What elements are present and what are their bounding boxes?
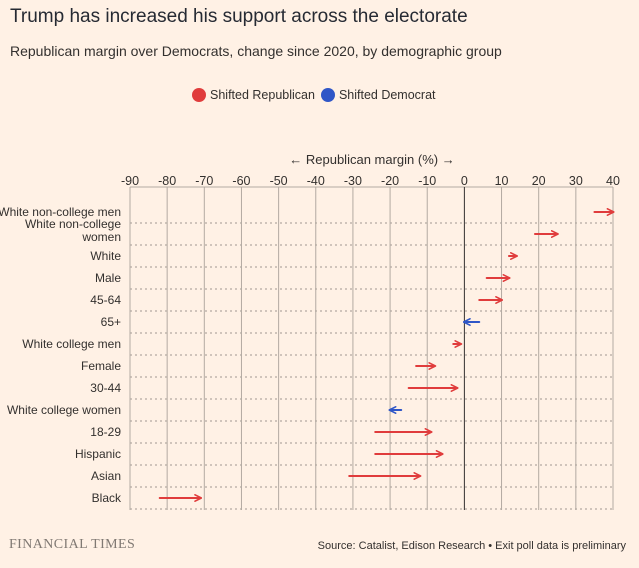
row-label: Female: [81, 359, 121, 373]
legend: Shifted Republican Shifted Democrat: [192, 88, 442, 102]
row-label: White college women: [7, 403, 121, 417]
row-label: White college men: [22, 337, 121, 351]
row-label-line: women: [81, 230, 121, 244]
chart-title: Trump has increased his support across t…: [10, 6, 468, 27]
x-tick-label: 0: [461, 174, 468, 188]
x-tick-label: -70: [195, 174, 213, 188]
source-note: Source: Catalist, Edison Research • Exit…: [317, 540, 626, 552]
row-label: Male: [95, 271, 121, 285]
legend-item-democrat: Shifted Democrat: [320, 88, 436, 102]
x-tick-label: -60: [232, 174, 250, 188]
row-label-line: White non-college: [25, 217, 121, 231]
chart-subtitle: Republican margin over Democrats, change…: [10, 43, 502, 59]
row-label: 18-29: [90, 425, 121, 439]
row-label: 30-44: [90, 381, 121, 395]
x-tick-label: -90: [121, 174, 139, 188]
x-tick-label: -80: [158, 174, 176, 188]
x-tick-label: 30: [569, 174, 583, 188]
legend-item-republican: Shifted Republican: [192, 88, 315, 102]
row-label: 45-64: [90, 293, 121, 307]
row-label: Hispanic: [75, 447, 121, 461]
x-tick-label: 40: [606, 174, 620, 188]
legend-dot-democrat-icon: [320, 88, 335, 102]
row-label: Asian: [91, 469, 121, 483]
legend-label-republican: Shifted Republican: [210, 88, 315, 102]
legend-dot-republican-icon: [192, 88, 206, 102]
row-label: Black: [92, 491, 122, 505]
row-label: White: [90, 249, 121, 263]
x-axis-title: ← Republican margin (%) →: [289, 152, 454, 167]
x-tick-label: -20: [381, 174, 399, 188]
row-label: 65+: [101, 315, 121, 329]
x-tick-label: 10: [495, 174, 509, 188]
legend-label-democrat: Shifted Democrat: [338, 88, 436, 102]
x-tick-label: -50: [270, 174, 288, 188]
row-label: White non-college men: [0, 205, 121, 219]
x-tick-label: -40: [307, 174, 325, 188]
x-tick-label: -10: [418, 174, 436, 188]
x-tick-label: 20: [532, 174, 546, 188]
x-tick-label: -30: [344, 174, 362, 188]
ft-logo: FINANCIAL TIMES: [9, 537, 136, 552]
row-label: White non-college women: [25, 217, 121, 244]
